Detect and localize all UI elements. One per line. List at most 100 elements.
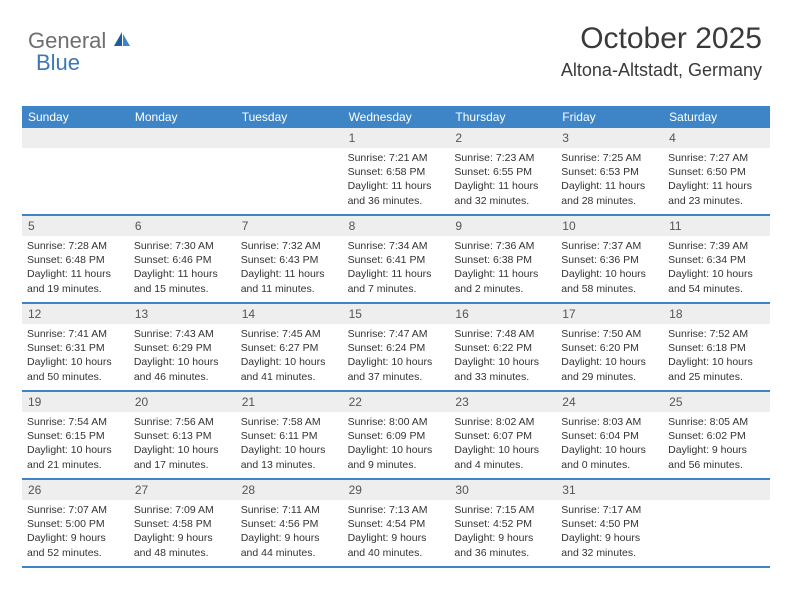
day-number: 6 (129, 216, 236, 236)
day-content: Sunrise: 7:23 AMSunset: 6:55 PMDaylight:… (449, 148, 556, 213)
header: October 2025 Altona-Altstadt, Germany (561, 22, 762, 81)
daylight-text: Daylight: 11 hours and 19 minutes. (27, 267, 124, 295)
day-number: 9 (449, 216, 556, 236)
day-cell: 9Sunrise: 7:36 AMSunset: 6:38 PMDaylight… (449, 216, 556, 302)
sunrise-text: Sunrise: 8:03 AM (561, 415, 658, 429)
daylight-text: Daylight: 9 hours and 36 minutes. (454, 531, 551, 559)
day-number: 22 (343, 392, 450, 412)
daylight-text: Daylight: 10 hours and 25 minutes. (668, 355, 765, 383)
daylight-text: Daylight: 10 hours and 21 minutes. (27, 443, 124, 471)
sunrise-text: Sunrise: 7:09 AM (134, 503, 231, 517)
daylight-text: Daylight: 11 hours and 32 minutes. (454, 179, 551, 207)
sunrise-text: Sunrise: 7:36 AM (454, 239, 551, 253)
daylight-text: Daylight: 9 hours and 56 minutes. (668, 443, 765, 471)
day-cell: 25Sunrise: 8:05 AMSunset: 6:02 PMDayligh… (663, 392, 770, 478)
day-cell (236, 128, 343, 214)
daylight-text: Daylight: 10 hours and 9 minutes. (348, 443, 445, 471)
sunrise-text: Sunrise: 8:02 AM (454, 415, 551, 429)
sunset-text: Sunset: 6:24 PM (348, 341, 445, 355)
day-number: 12 (22, 304, 129, 324)
day-number: 16 (449, 304, 556, 324)
day-number: 20 (129, 392, 236, 412)
day-content: Sunrise: 7:25 AMSunset: 6:53 PMDaylight:… (556, 148, 663, 213)
day-number: 15 (343, 304, 450, 324)
sunrise-text: Sunrise: 7:47 AM (348, 327, 445, 341)
day-content: Sunrise: 7:47 AMSunset: 6:24 PMDaylight:… (343, 324, 450, 389)
daylight-text: Daylight: 10 hours and 33 minutes. (454, 355, 551, 383)
day-number (129, 128, 236, 148)
sunrise-text: Sunrise: 8:00 AM (348, 415, 445, 429)
sunset-text: Sunset: 6:02 PM (668, 429, 765, 443)
day-cell: 30Sunrise: 7:15 AMSunset: 4:52 PMDayligh… (449, 480, 556, 566)
day-content: Sunrise: 7:07 AMSunset: 5:00 PMDaylight:… (22, 500, 129, 565)
daylight-text: Daylight: 10 hours and 58 minutes. (561, 267, 658, 295)
day-cell: 27Sunrise: 7:09 AMSunset: 4:58 PMDayligh… (129, 480, 236, 566)
day-number: 28 (236, 480, 343, 500)
week-row: 12Sunrise: 7:41 AMSunset: 6:31 PMDayligh… (22, 304, 770, 392)
day-content: Sunrise: 7:28 AMSunset: 6:48 PMDaylight:… (22, 236, 129, 301)
day-number: 14 (236, 304, 343, 324)
day-cell: 24Sunrise: 8:03 AMSunset: 6:04 PMDayligh… (556, 392, 663, 478)
sunset-text: Sunset: 4:50 PM (561, 517, 658, 531)
day-header: Wednesday (343, 106, 450, 128)
sunset-text: Sunset: 6:27 PM (241, 341, 338, 355)
day-content: Sunrise: 8:05 AMSunset: 6:02 PMDaylight:… (663, 412, 770, 477)
daylight-text: Daylight: 10 hours and 0 minutes. (561, 443, 658, 471)
sunset-text: Sunset: 6:09 PM (348, 429, 445, 443)
sunset-text: Sunset: 4:52 PM (454, 517, 551, 531)
daylight-text: Daylight: 11 hours and 23 minutes. (668, 179, 765, 207)
daylight-text: Daylight: 9 hours and 52 minutes. (27, 531, 124, 559)
sunrise-text: Sunrise: 7:41 AM (27, 327, 124, 341)
day-content: Sunrise: 7:09 AMSunset: 4:58 PMDaylight:… (129, 500, 236, 565)
day-cell: 26Sunrise: 7:07 AMSunset: 5:00 PMDayligh… (22, 480, 129, 566)
sunset-text: Sunset: 6:50 PM (668, 165, 765, 179)
calendar: SundayMondayTuesdayWednesdayThursdayFrid… (22, 106, 770, 568)
day-content: Sunrise: 7:43 AMSunset: 6:29 PMDaylight:… (129, 324, 236, 389)
sunrise-text: Sunrise: 7:32 AM (241, 239, 338, 253)
sunset-text: Sunset: 6:29 PM (134, 341, 231, 355)
location: Altona-Altstadt, Germany (561, 60, 762, 81)
sunset-text: Sunset: 6:46 PM (134, 253, 231, 267)
daylight-text: Daylight: 11 hours and 2 minutes. (454, 267, 551, 295)
sunrise-text: Sunrise: 7:39 AM (668, 239, 765, 253)
daylight-text: Daylight: 11 hours and 11 minutes. (241, 267, 338, 295)
day-cell: 7 Sunrise: 7:32 AMSunset: 6:43 PMDaylight… (236, 216, 343, 302)
day-number: 26 (22, 480, 129, 500)
daylight-text: Daylight: 10 hours and 4 minutes. (454, 443, 551, 471)
sunrise-text: Sunrise: 7:45 AM (241, 327, 338, 341)
day-number: 27 (129, 480, 236, 500)
sunset-text: Sunset: 6:07 PM (454, 429, 551, 443)
day-headers-row: SundayMondayTuesdayWednesdayThursdayFrid… (22, 106, 770, 128)
logo-text-blue: Blue (36, 50, 80, 76)
day-number: 25 (663, 392, 770, 412)
daylight-text: Daylight: 9 hours and 44 minutes. (241, 531, 338, 559)
day-cell: 13Sunrise: 7:43 AMSunset: 6:29 PMDayligh… (129, 304, 236, 390)
day-content: Sunrise: 7:21 AMSunset: 6:58 PMDaylight:… (343, 148, 450, 213)
day-content: Sunrise: 7:52 AMSunset: 6:18 PMDaylight:… (663, 324, 770, 389)
day-cell: 15Sunrise: 7:47 AMSunset: 6:24 PMDayligh… (343, 304, 450, 390)
day-content: Sunrise: 8:03 AMSunset: 6:04 PMDaylight:… (556, 412, 663, 477)
day-number: 18 (663, 304, 770, 324)
daylight-text: Daylight: 11 hours and 28 minutes. (561, 179, 658, 207)
day-number: 24 (556, 392, 663, 412)
sunset-text: Sunset: 4:58 PM (134, 517, 231, 531)
day-number: 13 (129, 304, 236, 324)
sunset-text: Sunset: 4:54 PM (348, 517, 445, 531)
day-content: Sunrise: 7:56 AMSunset: 6:13 PMDaylight:… (129, 412, 236, 477)
sunset-text: Sunset: 6:34 PM (668, 253, 765, 267)
sunrise-text: Sunrise: 7:30 AM (134, 239, 231, 253)
sunset-text: Sunset: 6:43 PM (241, 253, 338, 267)
day-content: Sunrise: 7:54 AMSunset: 6:15 PMDaylight:… (22, 412, 129, 477)
day-header: Tuesday (236, 106, 343, 128)
sunset-text: Sunset: 6:13 PM (134, 429, 231, 443)
daylight-text: Daylight: 11 hours and 7 minutes. (348, 267, 445, 295)
day-number: 7 (236, 216, 343, 236)
sunrise-text: Sunrise: 7:21 AM (348, 151, 445, 165)
daylight-text: Daylight: 10 hours and 13 minutes. (241, 443, 338, 471)
day-cell (129, 128, 236, 214)
sunset-text: Sunset: 6:04 PM (561, 429, 658, 443)
sunrise-text: Sunrise: 7:11 AM (241, 503, 338, 517)
day-number: 1 (343, 128, 450, 148)
sunrise-text: Sunrise: 7:56 AM (134, 415, 231, 429)
daylight-text: Daylight: 11 hours and 15 minutes. (134, 267, 231, 295)
